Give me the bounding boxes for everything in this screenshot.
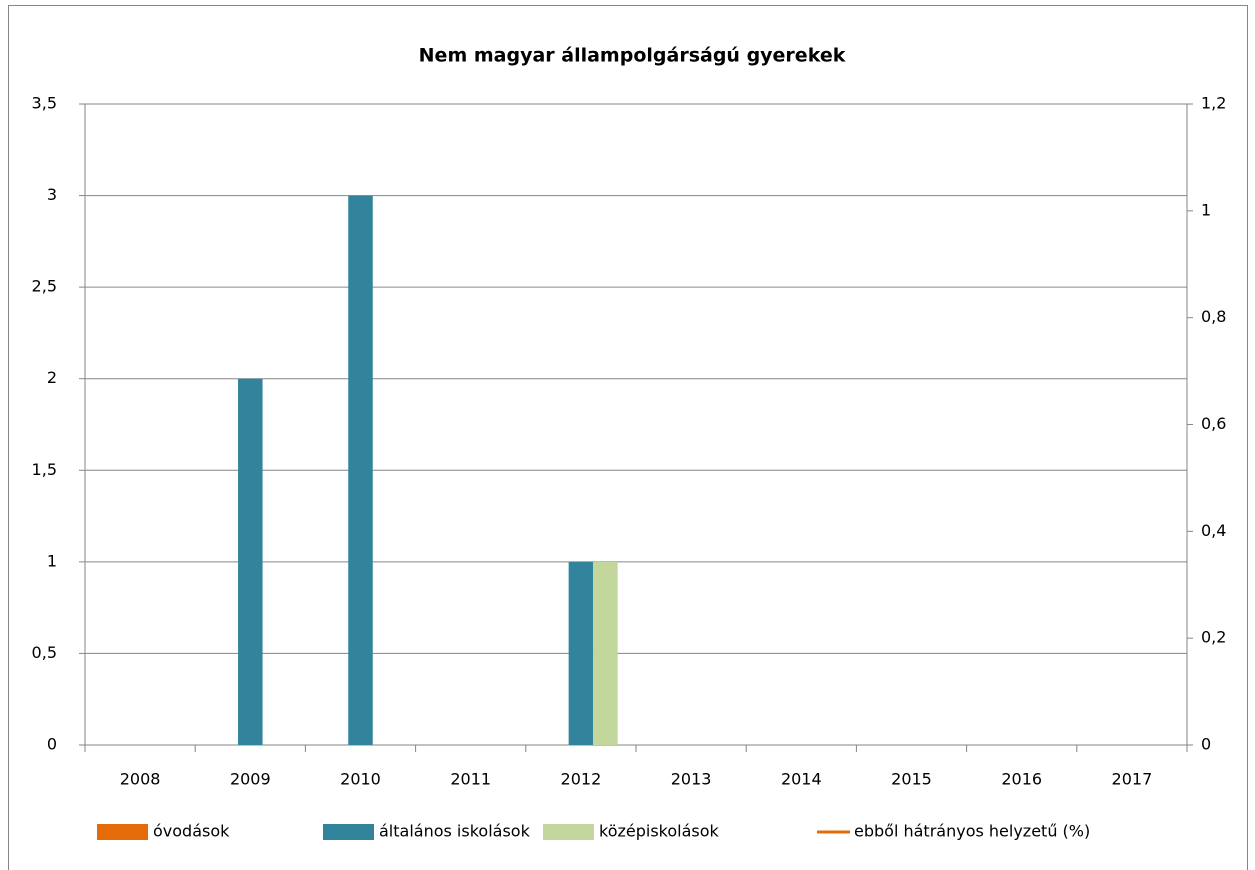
x-tick-label: 2010 xyxy=(340,770,381,789)
x-tick-label: 2012 xyxy=(561,770,602,789)
bar xyxy=(593,561,618,745)
legend-swatch xyxy=(323,824,374,840)
legend-label: ebből hátrányos helyzetű (%) xyxy=(854,822,1090,841)
y2-tick-label: 1,2 xyxy=(1201,94,1226,113)
y-tick-label: 2,5 xyxy=(32,277,57,296)
y-tick-label: 1 xyxy=(47,551,57,570)
y-tick-label: 3 xyxy=(47,185,57,204)
y2-tick-label: 0 xyxy=(1201,735,1211,754)
y-tick-label: 1,5 xyxy=(32,460,57,479)
y2-tick-label: 0,2 xyxy=(1201,628,1226,647)
legend-label: óvodások xyxy=(153,822,230,841)
chart-title: Nem magyar állampolgárságú gyerekek xyxy=(419,45,846,67)
x-tick-label: 2015 xyxy=(891,770,932,789)
y-tick-label: 0,5 xyxy=(32,643,57,662)
chart-border xyxy=(8,5,1248,870)
legend-label: általános iskolások xyxy=(379,822,531,841)
y-tick-label: 2 xyxy=(47,368,57,387)
x-tick-label: 2011 xyxy=(450,770,491,789)
y2-tick-label: 0,8 xyxy=(1201,307,1226,326)
x-tick-label: 2014 xyxy=(781,770,822,789)
bar xyxy=(568,561,594,745)
bar xyxy=(238,378,263,745)
y2-tick-label: 0,6 xyxy=(1201,414,1226,433)
x-tick-label: 2016 xyxy=(1001,770,1042,789)
legend-label: középiskolások xyxy=(599,822,720,841)
y2-tick-label: 0,4 xyxy=(1201,521,1226,540)
x-tick-label: 2009 xyxy=(230,770,271,789)
y-tick-label: 0 xyxy=(47,735,57,754)
x-tick-label: 2017 xyxy=(1112,770,1153,789)
y2-tick-label: 1 xyxy=(1201,200,1211,219)
bar xyxy=(348,195,373,746)
legend-swatch xyxy=(543,824,594,840)
x-tick-label: 2013 xyxy=(671,770,712,789)
y-tick-label: 3,5 xyxy=(32,94,57,113)
x-tick-label: 2008 xyxy=(120,770,161,789)
legend-swatch xyxy=(97,824,148,840)
